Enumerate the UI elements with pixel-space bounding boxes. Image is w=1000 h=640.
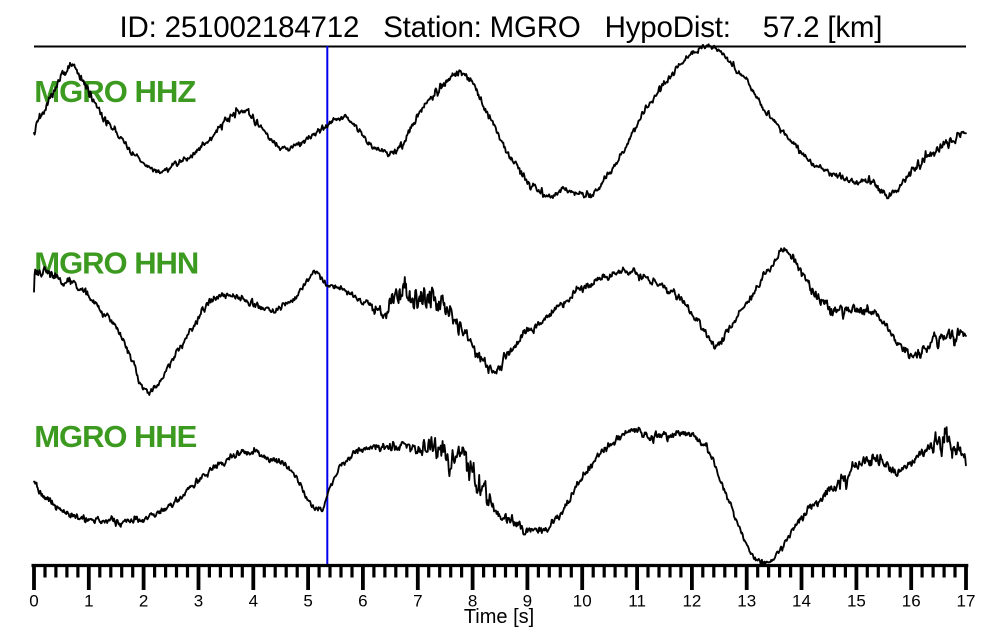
svg-text:ID: 251002184712 Station: MG: ID: 251002184712 Station: MGRO HypoDist:… — [120, 11, 883, 44]
svg-text:6: 6 — [358, 592, 367, 611]
svg-text:MGRO HHE: MGRO HHE — [34, 419, 197, 454]
svg-text:13: 13 — [737, 592, 756, 611]
svg-text:Time [s]: Time [s] — [464, 606, 534, 628]
svg-text:4: 4 — [249, 592, 258, 611]
svg-text:11: 11 — [628, 592, 646, 611]
svg-text:14: 14 — [792, 592, 811, 611]
svg-text:0: 0 — [29, 592, 38, 611]
svg-text:12: 12 — [682, 592, 701, 611]
svg-text:16: 16 — [902, 592, 921, 611]
svg-text:9: 9 — [523, 592, 532, 611]
svg-text:10: 10 — [573, 592, 592, 611]
svg-text:15: 15 — [847, 592, 866, 611]
svg-text:3: 3 — [194, 592, 203, 611]
svg-text:2: 2 — [139, 592, 148, 611]
svg-text:7: 7 — [413, 592, 422, 611]
svg-text:17: 17 — [957, 592, 976, 611]
svg-text:1: 1 — [84, 592, 93, 611]
svg-text:8: 8 — [468, 592, 477, 611]
svg-text:MGRO HHN: MGRO HHN — [34, 245, 199, 280]
svg-text:5: 5 — [303, 592, 312, 611]
svg-text:MGRO HHZ: MGRO HHZ — [34, 74, 196, 109]
